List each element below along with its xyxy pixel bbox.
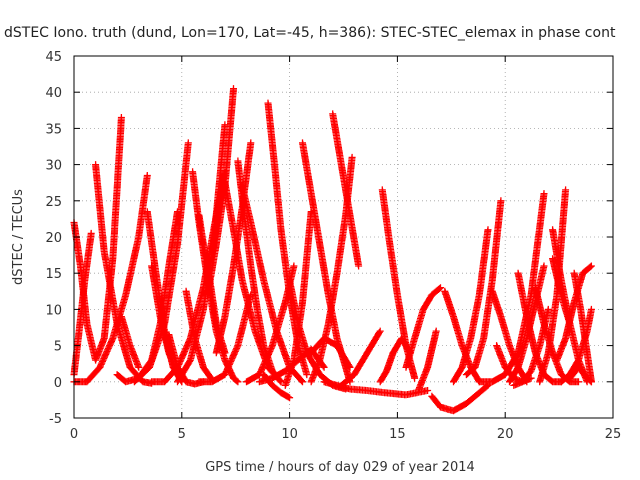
x-axis-label: GPS time / hours of day 029 of year 2014	[205, 460, 475, 475]
y-tick-label: -5	[49, 412, 62, 427]
x-tick-label: 5	[178, 427, 186, 442]
data-arc-53	[510, 305, 552, 389]
data-arc-10	[165, 331, 207, 388]
y-tick-label: 0	[54, 376, 62, 391]
y-tick-label: 35	[45, 122, 62, 137]
data-arc-34	[376, 334, 414, 386]
data-point-markers-26	[281, 208, 315, 389]
data-point-markers-9	[130, 139, 192, 386]
data-point-markers-39	[450, 226, 492, 386]
x-tick-label: 0	[70, 427, 78, 442]
data-arc-26	[281, 208, 315, 389]
data-point-markers-3	[92, 161, 156, 387]
data-arc-4	[117, 313, 143, 371]
x-tick-label: 15	[389, 427, 406, 442]
data-point-markers-15	[195, 291, 255, 386]
data-point-markers-34	[376, 334, 414, 386]
data-arc-22	[243, 262, 298, 386]
y-tick-label: 20	[45, 231, 62, 246]
data-point-markers-30	[329, 110, 363, 270]
data-arc-36	[415, 327, 440, 393]
x-tick-label: 20	[497, 427, 514, 442]
chart-title: dSTEC Iono. truth (dund, Lon=170, Lat=-4…	[4, 25, 616, 41]
data-point-markers-36	[415, 327, 440, 393]
data-arc-15	[195, 291, 255, 386]
data-arc-32	[320, 378, 432, 399]
y-tick-label: 45	[45, 50, 62, 65]
data-arc-35	[402, 284, 444, 371]
y-axis-label: dSTEC / TECUs	[11, 189, 26, 285]
data-arc-9	[130, 139, 192, 386]
data-point-markers-52	[549, 255, 574, 328]
data-point-markers-53	[510, 305, 552, 389]
data-arc-40	[462, 197, 505, 379]
x-tick-label: 25	[605, 427, 622, 442]
y-tick-label: 15	[45, 267, 62, 282]
y-tick-label: 5	[54, 340, 62, 355]
data-point-markers-24	[260, 371, 294, 402]
data-arc-30	[329, 110, 363, 270]
data-point-markers-37	[428, 381, 492, 415]
y-axis-ticks: -5 0 5 10 15 20 25 30 35 40 45	[45, 50, 613, 427]
data-point-markers-35	[402, 284, 444, 371]
y-tick-label: 30	[45, 159, 62, 174]
data-arc-37	[428, 381, 492, 415]
data-arc-29	[307, 334, 354, 371]
y-tick-label: 25	[45, 195, 62, 210]
data-point-markers-32	[320, 378, 432, 399]
data-point-markers-40	[462, 197, 505, 379]
data-points	[70, 85, 595, 415]
data-point-markers-29	[307, 334, 354, 371]
x-axis-ticks: 0 5 10 15 20 25	[70, 56, 621, 442]
y-tick-label: 40	[45, 86, 62, 101]
data-point-markers-4	[117, 313, 143, 371]
data-point-markers-54	[570, 269, 595, 386]
data-arc-52	[549, 255, 574, 328]
y-tick-label: 10	[45, 303, 62, 318]
data-point-markers-22	[243, 262, 298, 386]
data-arc-39	[450, 226, 492, 386]
grid-lines	[74, 56, 613, 418]
data-arc-54	[570, 269, 595, 386]
data-arc-3	[92, 161, 156, 387]
x-tick-label: 10	[281, 427, 298, 442]
data-arc-24	[260, 371, 294, 402]
data-point-markers-10	[165, 331, 207, 388]
